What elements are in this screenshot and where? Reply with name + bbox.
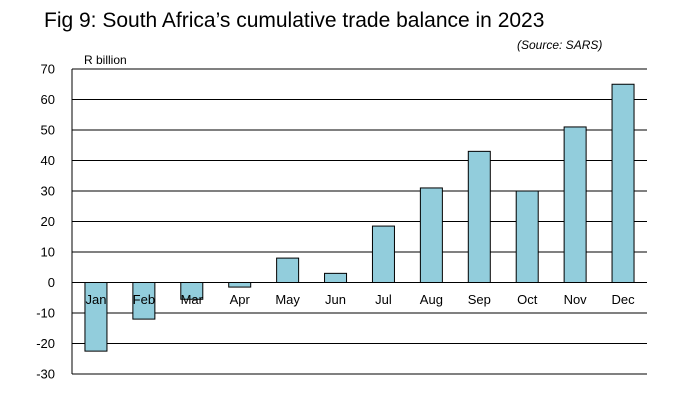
- category-label: Mar: [181, 292, 204, 307]
- y-tick-label: 10: [41, 245, 55, 260]
- y-tick-labels: 70 60 50 40 30 20 10 0 -10 -20 -30: [36, 62, 55, 382]
- y-axis-unit: R billion: [84, 53, 127, 67]
- bar-aug: [419, 187, 443, 283]
- category-label: Nov: [564, 292, 588, 307]
- y-tick-label: 70: [41, 62, 55, 77]
- y-tick-label: -30: [36, 367, 55, 382]
- bar-jul: [371, 225, 395, 283]
- bar-jun: [324, 272, 348, 284]
- category-label: Apr: [230, 292, 251, 307]
- bar-jan: [84, 282, 108, 352]
- bar-dec: [611, 83, 635, 283]
- gridlines: [71, 68, 647, 375]
- chart-title: Fig 9: South Africa’s cumulative trade b…: [44, 9, 545, 32]
- y-tick-label: 20: [41, 214, 55, 229]
- category-label: Jun: [325, 292, 346, 307]
- category-label: Oct: [517, 292, 538, 307]
- chart-source: (Source: SARS): [517, 38, 603, 52]
- bar-mar: [180, 282, 204, 300]
- y-tick-label: 60: [41, 92, 55, 107]
- bar-oct: [515, 190, 539, 283]
- bar-may: [276, 257, 300, 284]
- bar-sep: [467, 150, 491, 283]
- category-label: Jul: [375, 292, 392, 307]
- bars: [84, 83, 635, 352]
- y-tick-label: 50: [41, 123, 55, 138]
- category-label: Jan: [85, 292, 106, 307]
- y-tick-label: 30: [41, 184, 55, 199]
- category-labels: Jan Feb Mar Apr May Jun Jul Aug Sep Oct Nov Dec: [85, 292, 635, 307]
- y-tick-label: 40: [41, 153, 55, 168]
- bar-nov: [563, 126, 587, 283]
- y-tick-label: -10: [36, 306, 55, 321]
- category-label: Sep: [468, 292, 491, 307]
- category-label: May: [275, 292, 300, 307]
- bar-feb: [132, 282, 156, 320]
- category-label: Aug: [420, 292, 443, 307]
- y-tick-label: -20: [36, 336, 55, 351]
- category-label: Feb: [133, 292, 155, 307]
- category-label: Dec: [611, 292, 635, 307]
- bar-apr: [228, 282, 252, 288]
- y-tick-label: 0: [48, 275, 55, 290]
